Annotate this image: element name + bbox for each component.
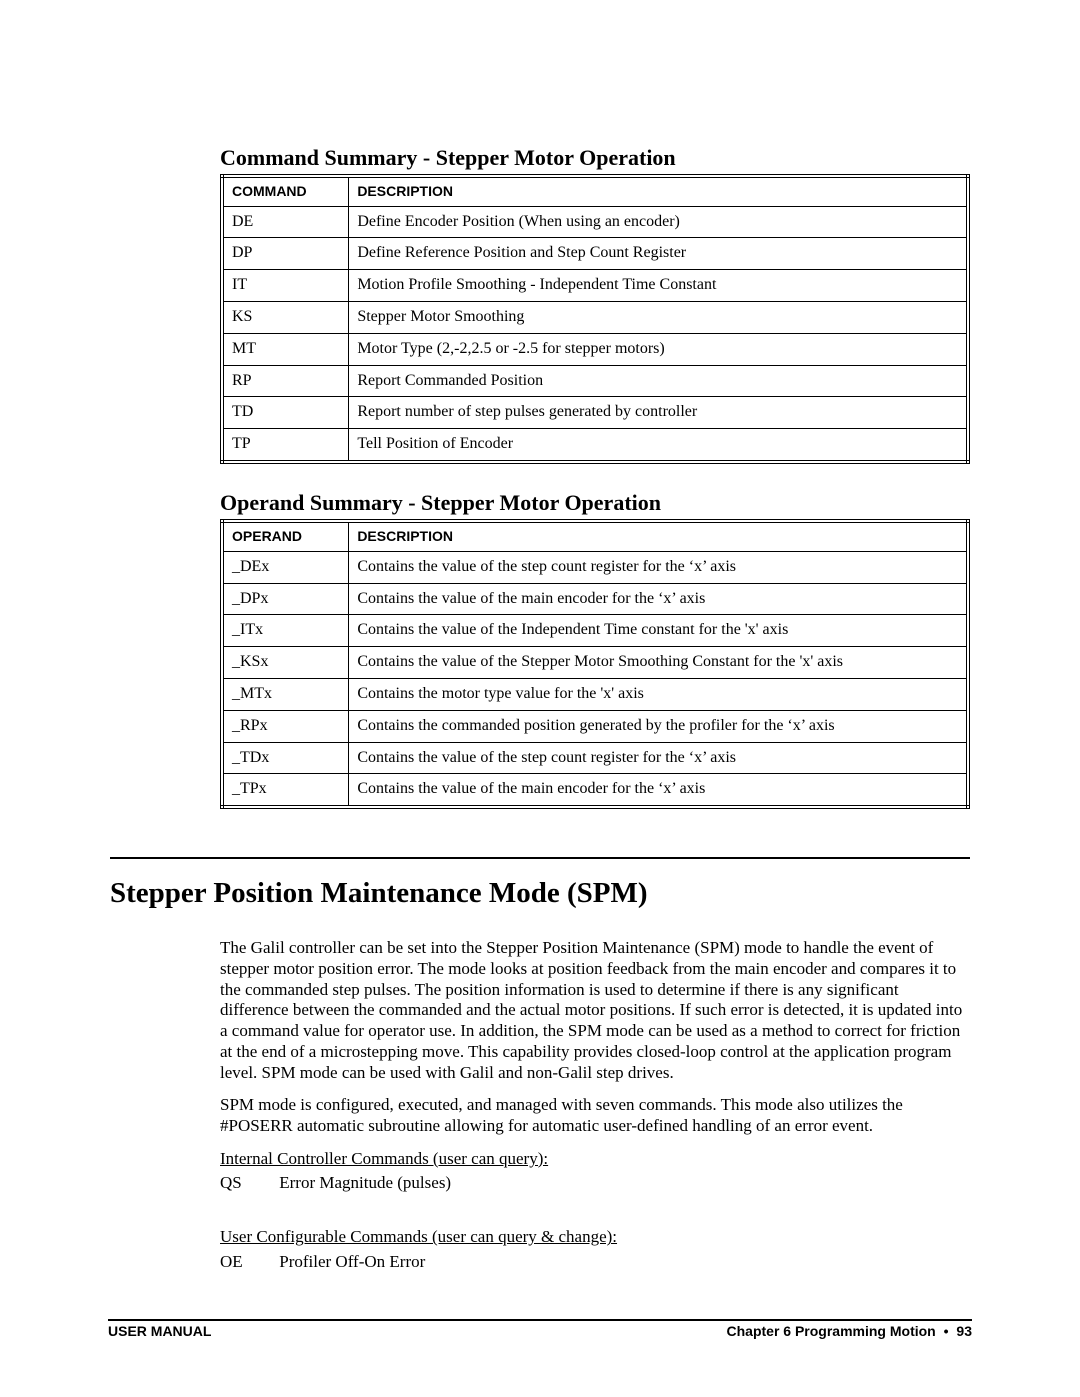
desc-cell: Report Commanded Position: [349, 365, 968, 397]
command-summary-heading: Command Summary - Stepper Motor Operatio…: [220, 145, 970, 171]
table-row: ITMotion Profile Smoothing - Independent…: [222, 270, 968, 302]
table2-head-description: DESCRIPTION: [349, 521, 968, 551]
desc-cell: Contains the value of the step count reg…: [349, 742, 968, 774]
cmd-cell: TP: [222, 429, 349, 462]
cmd-cell: IT: [222, 270, 349, 302]
section-divider: [110, 857, 970, 859]
table1-head-description: DESCRIPTION: [349, 176, 968, 206]
table-row: MTMotor Type (2,-2,2.5 or -2.5 for stepp…: [222, 333, 968, 365]
op-cell: _KSx: [222, 647, 349, 679]
desc-cell: Motor Type (2,-2,2.5 or -2.5 for stepper…: [349, 333, 968, 365]
desc-cell: Contains the commanded position generate…: [349, 710, 968, 742]
desc-cell: Contains the value of the step count reg…: [349, 551, 968, 583]
internal-command-line: QS Error Magnitude (pulses): [220, 1173, 970, 1193]
table-row: _MTxContains the motor type value for th…: [222, 678, 968, 710]
desc-cell: Contains the value of the main encoder f…: [349, 774, 968, 807]
table-row: _TPxContains the value of the main encod…: [222, 774, 968, 807]
user-commands-subhead: User Configurable Commands (user can que…: [220, 1227, 970, 1248]
table-row: _ITxContains the value of the Independen…: [222, 615, 968, 647]
cmd-code: QS: [220, 1173, 275, 1193]
table-row: DEDefine Encoder Position (When using an…: [222, 206, 968, 238]
op-cell: _ITx: [222, 615, 349, 647]
cmd-cell: MT: [222, 333, 349, 365]
table-row: RPReport Commanded Position: [222, 365, 968, 397]
desc-cell: Motion Profile Smoothing - Independent T…: [349, 270, 968, 302]
operand-summary-heading: Operand Summary - Stepper Motor Operatio…: [220, 490, 970, 516]
cmd-desc: Error Magnitude (pulses): [279, 1173, 451, 1192]
table2-head-operand: OPERAND: [222, 521, 349, 551]
desc-cell: Contains the value of the main encoder f…: [349, 583, 968, 615]
desc-cell: Stepper Motor Smoothing: [349, 302, 968, 334]
cmd-cell: RP: [222, 365, 349, 397]
footer-left: USER MANUAL: [108, 1323, 211, 1339]
op-cell: _DEx: [222, 551, 349, 583]
internal-commands-subhead: Internal Controller Commands (user can q…: [220, 1149, 970, 1170]
desc-cell: Tell Position of Encoder: [349, 429, 968, 462]
spm-paragraph-1: The Galil controller can be set into the…: [220, 938, 970, 1083]
footer-page-number: 93: [956, 1323, 972, 1339]
table-row: _DPxContains the value of the main encod…: [222, 583, 968, 615]
cmd-cell: DE: [222, 206, 349, 238]
cmd-cell: KS: [222, 302, 349, 334]
table-row: _TDxContains the value of the step count…: [222, 742, 968, 774]
desc-cell: Contains the value of the Stepper Motor …: [349, 647, 968, 679]
table-row: TPTell Position of Encoder: [222, 429, 968, 462]
table-row: TDReport number of step pulses generated…: [222, 397, 968, 429]
footer-right: Chapter 6 Programming Motion 93: [727, 1323, 973, 1339]
operand-summary-table: OPERAND DESCRIPTION _DExContains the val…: [220, 519, 970, 809]
op-cell: _TDx: [222, 742, 349, 774]
table-row: _RPxContains the commanded position gene…: [222, 710, 968, 742]
cmd-desc: Profiler Off-On Error: [279, 1252, 425, 1271]
spm-heading: Stepper Position Maintenance Mode (SPM): [110, 877, 970, 910]
desc-cell: Report number of step pulses generated b…: [349, 397, 968, 429]
page-footer: USER MANUAL Chapter 6 Programming Motion…: [108, 1319, 972, 1339]
desc-cell: Define Reference Position and Step Count…: [349, 238, 968, 270]
op-cell: _RPx: [222, 710, 349, 742]
table-row: DPDefine Reference Position and Step Cou…: [222, 238, 968, 270]
footer-chapter: Chapter 6 Programming Motion: [727, 1323, 936, 1339]
user-command-line: OE Profiler Off-On Error: [220, 1252, 970, 1272]
op-cell: _MTx: [222, 678, 349, 710]
command-summary-table: COMMAND DESCRIPTION DEDefine Encoder Pos…: [220, 174, 970, 464]
table-row: KSStepper Motor Smoothing: [222, 302, 968, 334]
spm-paragraph-2: SPM mode is configured, executed, and ma…: [220, 1095, 970, 1136]
table-row: _DExContains the value of the step count…: [222, 551, 968, 583]
desc-cell: Contains the value of the Independent Ti…: [349, 615, 968, 647]
op-cell: _DPx: [222, 583, 349, 615]
bullet-icon: [940, 1323, 953, 1339]
cmd-code: OE: [220, 1252, 275, 1272]
op-cell: _TPx: [222, 774, 349, 807]
desc-cell: Contains the motor type value for the 'x…: [349, 678, 968, 710]
table1-head-command: COMMAND: [222, 176, 349, 206]
desc-cell: Define Encoder Position (When using an e…: [349, 206, 968, 238]
cmd-cell: DP: [222, 238, 349, 270]
cmd-cell: TD: [222, 397, 349, 429]
table-row: _KSxContains the value of the Stepper Mo…: [222, 647, 968, 679]
